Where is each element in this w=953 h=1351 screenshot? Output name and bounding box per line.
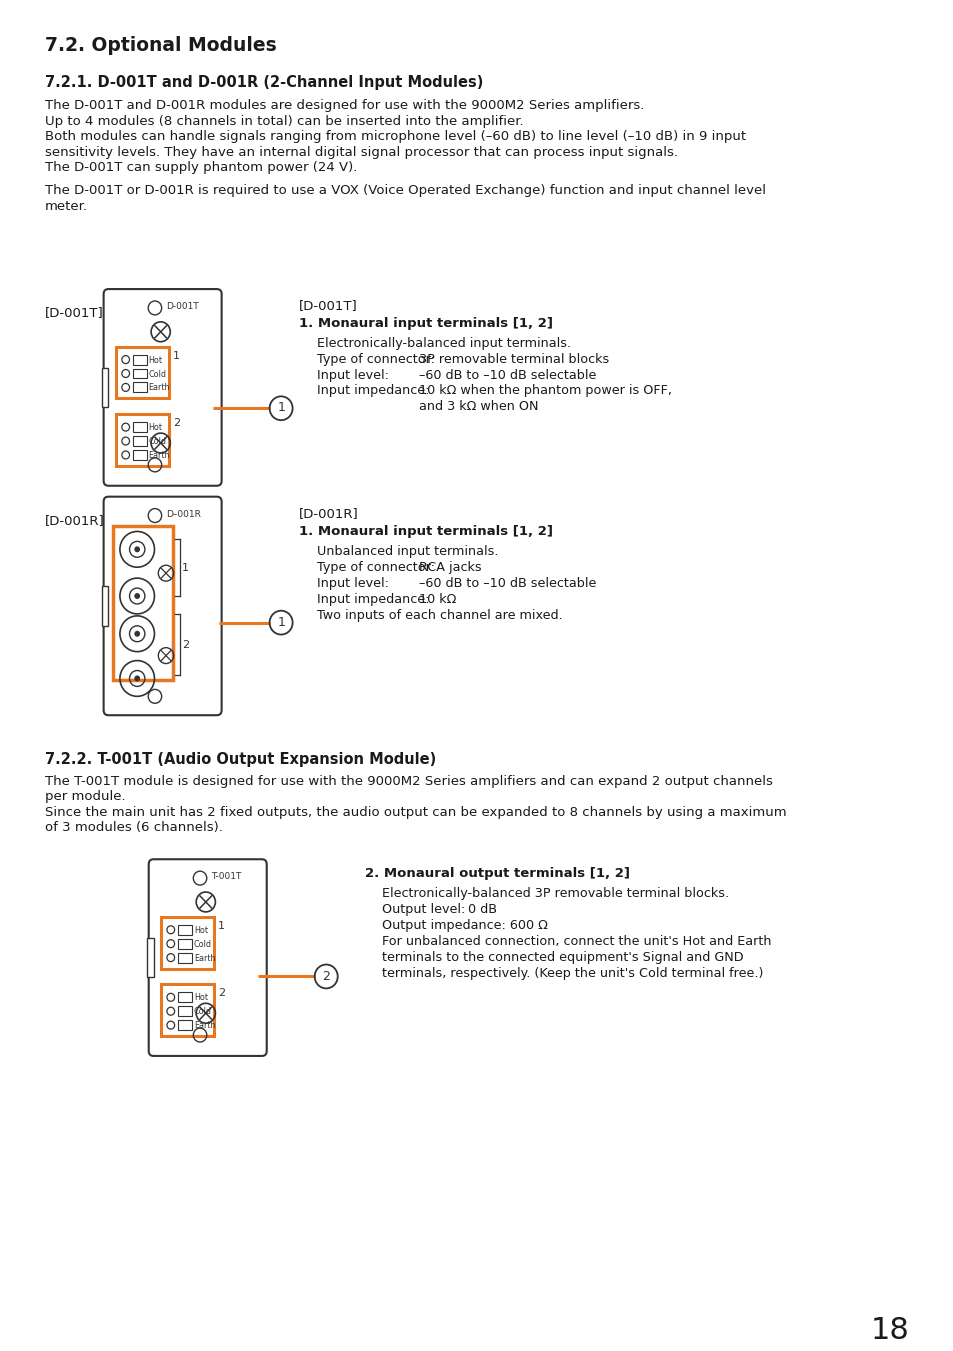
Text: 2. Monaural output terminals [1, 2]: 2. Monaural output terminals [1, 2] [364,867,629,881]
Text: –60 dB to –10 dB selectable: –60 dB to –10 dB selectable [418,577,596,590]
Text: 10 kΩ when the phantom power is OFF,: 10 kΩ when the phantom power is OFF, [418,385,672,397]
Text: Unbalanced input terminals.: Unbalanced input terminals. [316,546,497,558]
Text: 2: 2 [217,989,225,998]
Text: For unbalanced connection, connect the unit's Hot and Earth: For unbalanced connection, connect the u… [381,935,771,948]
Bar [161,985,213,1036]
Bar [133,382,147,392]
Text: Input level:: Input level: [316,577,388,590]
Text: 1: 1 [217,921,225,931]
Text: Cold: Cold [193,940,212,948]
Circle shape [134,676,140,681]
Text: Hot: Hot [193,993,208,1002]
Text: Type of connector:: Type of connector: [316,561,435,574]
Text: [D-001T]: [D-001T] [45,305,104,319]
Bar [116,347,169,399]
Text: Input level:: Input level: [316,369,388,381]
Text: Hot: Hot [193,925,208,935]
Text: 2: 2 [322,970,330,982]
Text: Cold: Cold [149,370,167,378]
Text: 1: 1 [182,563,189,573]
FancyBboxPatch shape [104,289,221,486]
Text: The D-001T or D-001R is required to use a VOX (Voice Operated Exchange) function: The D-001T or D-001R is required to use … [45,184,765,197]
Text: terminals, respectively. (Keep the unit's Cold terminal free.): terminals, respectively. (Keep the unit'… [381,966,762,979]
Bar [102,586,109,626]
Bar [102,367,109,407]
Bar [133,436,147,446]
Text: 1: 1 [277,401,285,415]
Text: The T-001T module is designed for use with the 9000M2 Series amplifiers and can : The T-001T module is designed for use wi… [45,775,772,788]
Text: Two inputs of each channel are mixed.: Two inputs of each channel are mixed. [316,609,561,621]
Text: 18: 18 [869,1316,908,1346]
Bar [178,1020,192,1029]
Text: Cold: Cold [193,1008,212,1016]
Text: Hot: Hot [149,355,163,365]
Text: 1: 1 [277,616,285,628]
Text: T-001T: T-001T [212,873,242,881]
Bar [116,415,169,466]
Bar [178,1006,192,1016]
Text: 3P removable terminal blocks: 3P removable terminal blocks [418,353,609,366]
Text: 1: 1 [172,351,179,361]
Text: RCA jacks: RCA jacks [418,561,481,574]
Text: Earth: Earth [193,1021,215,1031]
Text: 10 kΩ: 10 kΩ [418,593,456,607]
Text: and 3 kΩ when ON: and 3 kΩ when ON [418,400,538,413]
Text: Cold: Cold [149,438,167,446]
Text: Earth: Earth [149,384,170,392]
Text: 2: 2 [182,640,190,650]
Text: Up to 4 modules (8 channels in total) can be inserted into the amplifier.: Up to 4 modules (8 channels in total) ca… [45,115,523,128]
Bar [178,952,192,962]
Text: D–001R: D–001R [166,509,201,519]
Text: per module.: per module. [45,790,126,804]
Bar [178,939,192,948]
Circle shape [134,546,140,553]
Bar [133,354,147,365]
Text: Both modules can handle signals ranging from microphone level (–60 dB) to line l: Both modules can handle signals ranging … [45,130,745,143]
Text: –60 dB to –10 dB selectable: –60 dB to –10 dB selectable [418,369,596,381]
Text: Input impedance:: Input impedance: [316,593,429,607]
Bar [113,527,172,681]
Text: 1. Monaural input terminals [1, 2]: 1. Monaural input terminals [1, 2] [299,317,553,330]
Text: 1. Monaural input terminals [1, 2]: 1. Monaural input terminals [1, 2] [299,526,553,539]
Bar [133,422,147,432]
Text: Electronically-balanced input terminals.: Electronically-balanced input terminals. [316,336,570,350]
Text: 0 dB: 0 dB [468,902,497,916]
Text: D-001T: D-001T [166,303,199,311]
Text: 7.2.1. D-001T and D-001R (2-Channel Input Modules): 7.2.1. D-001T and D-001R (2-Channel Inpu… [45,74,483,89]
Text: Since the main unit has 2 fixed outputs, the audio output can be expanded to 8 c: Since the main unit has 2 fixed outputs,… [45,805,786,819]
Text: of 3 modules (6 channels).: of 3 modules (6 channels). [45,821,223,834]
Text: Electronically-balanced 3P removable terminal blocks.: Electronically-balanced 3P removable ter… [381,888,728,900]
Text: 2: 2 [172,419,179,428]
Bar [133,450,147,459]
Text: The D-001T can supply phantom power (24 V).: The D-001T can supply phantom power (24 … [45,161,357,174]
Bar [133,369,147,378]
Text: Output impedance: 600 Ω: Output impedance: 600 Ω [381,919,547,932]
Circle shape [134,631,140,636]
Bar [161,917,213,969]
Text: Earth: Earth [149,451,170,459]
Text: [D-001R]: [D-001R] [45,513,105,527]
Bar [178,993,192,1002]
Bar [147,938,153,978]
Text: Hot: Hot [149,423,163,432]
Text: The D-001T and D-001R modules are designed for use with the 9000M2 Series amplif: The D-001T and D-001R modules are design… [45,100,644,112]
Text: Type of connector:: Type of connector: [316,353,435,366]
Circle shape [134,593,140,598]
Text: Input impedance:: Input impedance: [316,385,429,397]
Text: 7.2. Optional Modules: 7.2. Optional Modules [45,35,276,55]
FancyBboxPatch shape [149,859,267,1056]
Text: Earth: Earth [193,954,215,963]
Text: Output level:: Output level: [381,902,465,916]
Text: [D-001T]: [D-001T] [299,299,357,312]
Bar [178,925,192,935]
Text: terminals to the connected equipment's Signal and GND: terminals to the connected equipment's S… [381,951,742,963]
Text: sensitivity levels. They have an internal digital signal processor that can proc: sensitivity levels. They have an interna… [45,146,678,158]
Text: 7.2.2. T-001T (Audio Output Expansion Module): 7.2.2. T-001T (Audio Output Expansion Mo… [45,753,436,767]
Text: [D-001R]: [D-001R] [299,507,358,520]
Text: meter.: meter. [45,200,88,212]
FancyBboxPatch shape [104,497,221,715]
